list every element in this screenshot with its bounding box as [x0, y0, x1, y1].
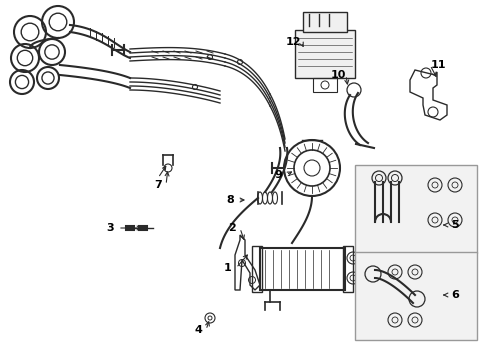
- Text: 8: 8: [226, 195, 234, 205]
- Text: 6: 6: [451, 290, 459, 300]
- Text: 2: 2: [228, 223, 236, 233]
- Bar: [252, 246, 262, 292]
- Text: 5: 5: [451, 220, 459, 230]
- Bar: [355, 165, 477, 253]
- Bar: [303, 12, 347, 32]
- Text: 1: 1: [224, 263, 232, 273]
- Text: 11: 11: [430, 60, 446, 70]
- Bar: [313, 78, 337, 92]
- Text: 9: 9: [274, 170, 282, 180]
- Text: 3: 3: [106, 223, 114, 233]
- Bar: [260, 248, 345, 290]
- Bar: [343, 246, 353, 292]
- Text: 4: 4: [194, 325, 202, 335]
- Text: 10: 10: [330, 70, 345, 80]
- Bar: [295, 30, 355, 78]
- Bar: [355, 252, 477, 340]
- Text: 12: 12: [285, 37, 301, 47]
- Text: 7: 7: [154, 180, 162, 190]
